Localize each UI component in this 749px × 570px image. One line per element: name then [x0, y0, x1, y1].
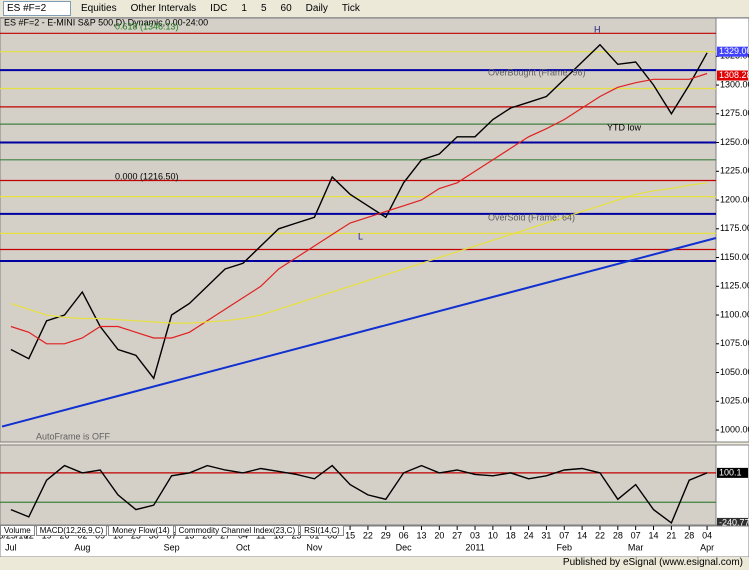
price-tag — [717, 467, 748, 478]
price-line — [10, 464, 708, 524]
y-tick-label: 1175.00 — [720, 223, 749, 233]
plot-background — [0, 444, 717, 526]
x-tick-label: 28 — [684, 530, 694, 540]
toolbar-button[interactable]: 1 — [241, 3, 247, 14]
plot-background — [0, 18, 717, 443]
y-tick-label: 1225.00 — [720, 166, 749, 176]
footer: Published by eSignal (www.esignal.com) — [562, 557, 743, 568]
price-line — [10, 182, 708, 324]
price-line — [10, 72, 708, 345]
price-line — [10, 43, 708, 380]
annotation: OverSold (Frame: 64) — [488, 212, 575, 222]
x-month-label: 2011 — [465, 542, 484, 552]
toolbar-button[interactable]: IDC — [210, 3, 228, 14]
x-tick-label: 22 — [595, 530, 605, 540]
x-tick-label: 31 — [541, 530, 551, 540]
x-month-label: Nov — [306, 542, 323, 552]
price-tag — [717, 517, 748, 528]
x-tick-label: 03 — [470, 530, 480, 540]
indicator-tab[interactable]: Money Flow(14) — [108, 525, 174, 536]
y-tick-label: 1150.00 — [720, 252, 749, 262]
y-tick-label: 1200.00 — [720, 194, 749, 204]
x-tick-label: 10 — [488, 530, 498, 540]
x-tick-label: 07 — [559, 530, 569, 540]
y-tick-label: 1075.00 — [720, 338, 749, 348]
toolbar: ES #F=2 Equities Other Intervals IDC 1 5 60 Da… — [0, 0, 749, 18]
y-tick-label: 1300.00 — [720, 79, 749, 89]
toolbar-button[interactable]: Tick — [341, 3, 360, 14]
x-month-label: Apr — [700, 542, 714, 552]
x-tick-label: 04 — [702, 530, 712, 540]
x-tick-label: 07 — [631, 530, 641, 540]
x-tick-label: 21 — [666, 530, 676, 540]
x-tick-label: 06 — [399, 530, 409, 540]
x-tick-label: 22 — [363, 530, 373, 540]
x-month-label: Mar — [628, 542, 644, 552]
price-tag — [717, 46, 748, 57]
axis-background — [715, 18, 749, 443]
toolbar-button[interactable]: Other Intervals — [130, 3, 197, 14]
symbol-input[interactable]: ES #F=2 — [3, 1, 71, 16]
indicator-tab[interactable]: Volume — [0, 525, 35, 536]
x-month-label: Oct — [236, 542, 251, 552]
y-tick-label: 1025.00 — [720, 396, 749, 406]
annotation: YTD low — [607, 122, 642, 132]
x-tick-label: 29 — [381, 530, 391, 540]
x-month-label: Aug — [74, 542, 90, 552]
x-month-label: Jul — [5, 542, 17, 552]
x-tick-label: 27 — [452, 530, 462, 540]
chart: 1000.00 1025.00 1050.00 1075.00 1100.00 1125.… — [0, 18, 749, 557]
price-tag-label: -240.77 — [719, 517, 749, 527]
x-tick-label: 14 — [577, 530, 587, 540]
x-tick-label: 24 — [524, 530, 534, 540]
y-tick-label: 1000.00 — [720, 424, 749, 434]
annotation: L — [358, 231, 363, 241]
toolbar-button[interactable]: 5 — [260, 3, 267, 14]
price-tag-label: 1308.28 — [719, 70, 749, 80]
y-tick-label: 1100.00 — [720, 309, 749, 319]
toolbar-button[interactable]: Equities — [81, 3, 117, 14]
toolbar-button[interactable]: Daily — [305, 3, 328, 14]
axis-background — [715, 444, 749, 526]
chart-title: ES #F=2 - E-MINI S&P 500,D) Dynamic,0.00… — [4, 18, 208, 27]
price-tag-label: 1329.00 — [719, 46, 749, 56]
price-tag-label: 100.1 — [719, 467, 742, 477]
x-tick-label: 14 — [649, 530, 659, 540]
y-tick-label: 1250.00 — [720, 137, 749, 147]
trendline — [1, 237, 717, 428]
annotation: AutoFrame is OFF — [36, 431, 111, 441]
x-tick-label: 28 — [613, 530, 623, 540]
x-tick-label: 18 — [506, 530, 516, 540]
annotation: 0.618 (1346.13) — [115, 21, 179, 31]
indicator-tab[interactable]: RSI(14,C) — [300, 525, 344, 536]
y-tick-label: 1125.00 — [720, 281, 749, 291]
x-tick-label: 20 — [434, 530, 444, 540]
toolbar-button[interactable]: 60 — [280, 3, 292, 14]
x-tick-label: 13 — [416, 530, 426, 540]
x-month-label: Feb — [557, 542, 573, 552]
x-month-label: Sep — [164, 542, 180, 552]
annotation: OverBought (Frame: 96) — [488, 67, 586, 77]
x-month-label: Dec — [396, 542, 413, 552]
y-tick-label: 1275.00 — [720, 108, 749, 118]
annotation: H — [594, 24, 601, 34]
indicator-tabs: Volume MACD(12,26,9,C) Money Flow(14) Commo… — [0, 525, 345, 536]
indicator-tab[interactable]: MACD(12,26,9,C) — [35, 525, 108, 536]
x-tick-label: 15 — [345, 530, 355, 540]
annotation: 0.000 (1216.50) — [115, 171, 179, 181]
y-tick-label: 1050.00 — [720, 367, 749, 377]
price-tag — [717, 70, 748, 81]
indicator-tab[interactable]: Commodity Channel Index(23,C) — [174, 525, 300, 536]
